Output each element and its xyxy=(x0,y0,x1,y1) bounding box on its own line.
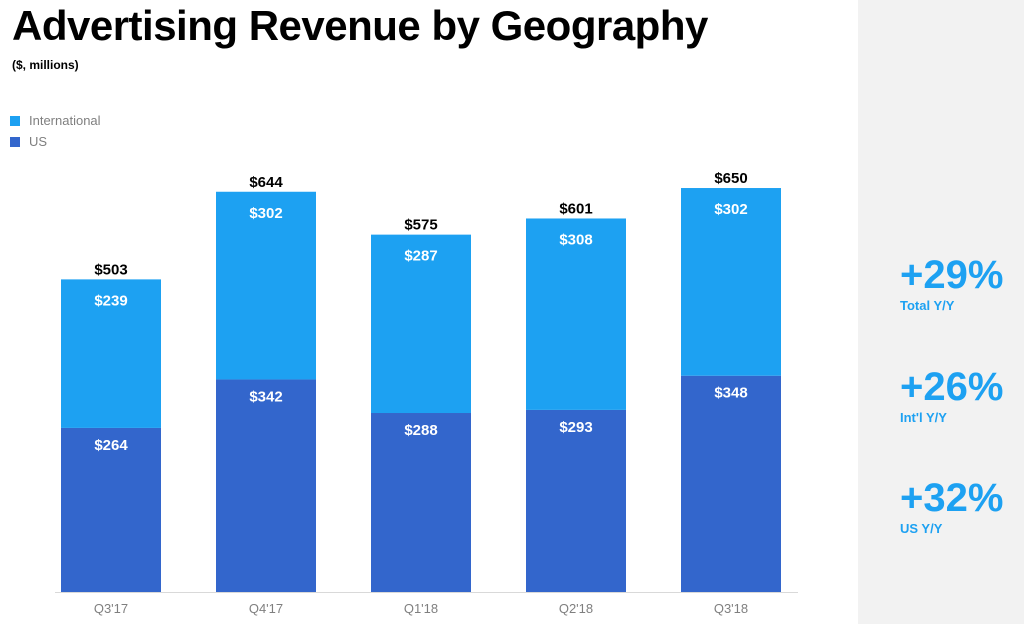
data-label-international-4: $302 xyxy=(714,201,747,218)
chart-title: Advertising Revenue by Geography xyxy=(12,2,708,49)
data-label-us-4: $348 xyxy=(714,385,747,402)
bar-international-2 xyxy=(371,234,471,414)
bar-us-2 xyxy=(371,413,471,592)
data-label-us-1: $342 xyxy=(249,388,282,405)
x-tick-label-2: Q1'18 xyxy=(404,601,438,616)
stat-intl-yoy: +26% Int'l Y/Y xyxy=(900,367,1003,425)
stat-total-label: Total Y/Y xyxy=(900,298,955,313)
x-tick-label-0: Q3'17 xyxy=(94,601,128,616)
bar-us-0 xyxy=(61,427,161,592)
legend-label-us: US xyxy=(29,134,48,149)
legend-item-us: US xyxy=(10,134,47,149)
data-label-us-2: $288 xyxy=(404,422,437,439)
data-label-total-3: $601 xyxy=(559,200,592,217)
bar-us-3 xyxy=(526,409,626,592)
data-label-total-1: $644 xyxy=(249,174,283,191)
data-label-total-4: $650 xyxy=(714,170,747,187)
bar-international-3 xyxy=(526,218,626,410)
data-label-international-2: $287 xyxy=(404,248,437,265)
stat-intl-value: +26% xyxy=(900,365,1004,409)
x-tick-label-1: Q4'17 xyxy=(249,601,283,616)
data-label-us-3: $293 xyxy=(559,419,592,436)
data-label-international-1: $302 xyxy=(249,205,282,222)
stat-total-value: +29% xyxy=(900,253,1004,297)
stat-us-label: US Y/Y xyxy=(900,521,943,536)
data-label-international-3: $308 xyxy=(559,231,592,248)
stat-us-value: +32% xyxy=(900,476,1004,520)
bar-international-0 xyxy=(61,279,161,428)
x-tick-label-3: Q2'18 xyxy=(559,601,593,616)
chart-subtitle: ($, millions) xyxy=(12,58,79,72)
legend-item-international: International xyxy=(10,113,101,128)
data-label-total-2: $575 xyxy=(404,217,437,234)
bar-us-1 xyxy=(216,379,316,592)
stat-intl-label: Int'l Y/Y xyxy=(900,410,947,425)
bar-us-4 xyxy=(681,375,781,592)
x-tick-label-4: Q3'18 xyxy=(714,601,748,616)
bar-international-1 xyxy=(216,191,316,380)
data-label-total-0: $503 xyxy=(94,261,127,278)
stacked-bar-chart: $264 $239 $503 Q3'17 $342 $302 $644 Q4'17 $288 $2… xyxy=(55,170,798,616)
legend-label-international: International xyxy=(29,113,101,128)
legend-swatch-us xyxy=(10,137,20,147)
yoy-growth-panel: +29% Total Y/Y +26% Int'l Y/Y +32% US Y/… xyxy=(858,0,1024,624)
data-label-us-0: $264 xyxy=(94,437,128,454)
legend-swatch-international xyxy=(10,116,20,126)
data-label-international-0: $239 xyxy=(94,292,127,309)
bar-international-4 xyxy=(681,188,781,376)
stat-us-yoy: +32% US Y/Y xyxy=(900,478,1003,536)
stat-total-yoy: +29% Total Y/Y xyxy=(900,255,1003,313)
